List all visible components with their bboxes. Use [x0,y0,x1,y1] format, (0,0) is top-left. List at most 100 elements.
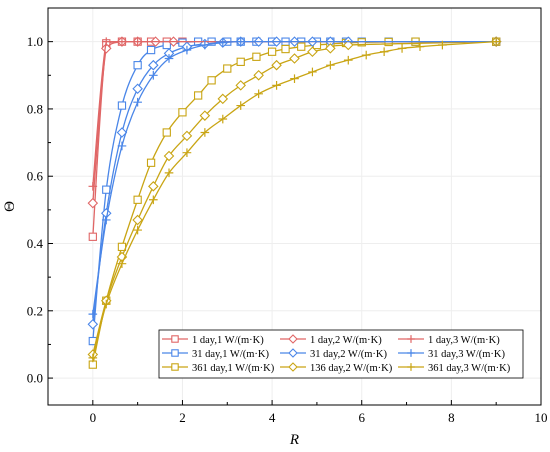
data-point-square [193,91,203,100]
data-point-plus [397,44,407,53]
data-point-plus [88,353,98,363]
data-point-square [171,363,179,371]
y-tick-label: 0.0 [27,371,43,386]
data-point-plus [379,47,389,57]
data-point-diamond [148,181,159,192]
series-line [92,40,497,359]
data-point-square [133,61,142,70]
data-point-square [171,349,179,357]
x-axis-title: R [289,432,299,448]
data-point-plus [272,81,281,90]
data-point-diamond [307,46,318,58]
data-point-plus [133,97,142,107]
data-point-plus [164,54,174,63]
data-point-plus [254,89,263,99]
data-point-square [297,42,306,51]
y-tick-label: 0.2 [27,303,43,318]
legend-label: 31 day,3 W/(m·K) [428,349,505,360]
data-point-diamond [271,59,282,71]
data-point-square [133,195,142,204]
data-point-diamond [87,318,99,330]
legend-item: 136 day,2 W/(m·K) [280,362,393,374]
data-point-plus [218,114,228,124]
y-tick-label: 0.6 [27,169,44,184]
data-point-diamond [132,214,143,226]
data-point-square [117,101,127,110]
data-point-plus [438,40,447,50]
legend-label: 31 day,1 W/(m·K) [192,349,269,360]
data-point-plus [343,55,353,65]
legend: 1 day,1 W/(m·K) 31 day,1 W/(m·K) 361 day,1… [158,329,524,379]
data-point-plus [407,335,415,343]
data-point-plus [101,37,111,46]
data-point-diamond [288,334,298,344]
data-point-plus [218,38,228,47]
data-point-plus [200,128,210,137]
data-point-plus [308,67,317,77]
data-point-plus [149,70,158,80]
data-point-plus [491,37,501,46]
plot-frame [47,7,542,406]
data-point-diamond [163,150,175,162]
data-point-plus [200,40,210,50]
legend-item: 31 day,2 W/(m·K) [280,348,387,360]
data-point-diamond [87,197,99,209]
x-tick-label: 0 [90,410,97,425]
data-point-diamond [289,53,300,64]
data-point-plus [117,259,127,269]
data-point-square [357,38,366,47]
data-point-square [146,158,156,167]
legend-item: 31 day,1 W/(m·K) [162,349,269,360]
data-point-diamond [343,39,354,51]
data-point-diamond [217,93,229,105]
y-tick-label: 1.0 [27,34,43,49]
data-point-plus [164,168,174,178]
data-point-plus [415,42,425,52]
data-point-diamond [116,127,128,138]
data-point-square [178,108,187,117]
legend-label: 31 day,2 W/(m·K) [310,349,387,360]
legend-label: 1 day,2 W/(m·K) [310,335,382,346]
data-point-diamond [325,43,336,54]
data-point-plus [290,74,299,83]
data-point-square [207,76,216,85]
data-point-diamond [181,130,193,142]
x-tick-label: 6 [358,410,365,425]
axis-layer: 0 2 4 6 8 10 0.0 0.2 0.4 0.6 0.8 1.0 [27,34,548,425]
data-point-square [171,335,179,343]
data-point-plus [88,309,98,319]
x-tick-label: 8 [448,410,455,425]
legend-item: 361 day,1 W/(m·K) [162,363,275,374]
y-axis-title: Θ [2,201,18,212]
data-point-plus [101,215,111,225]
data-point-diamond [288,348,298,358]
data-point-diamond [199,110,211,121]
data-point-diamond [132,83,143,95]
x-tick-label: 10 [535,410,548,425]
data-point-plus [326,60,335,70]
data-point-square [281,44,290,54]
data-point-diamond [288,362,298,372]
series-8 [88,37,501,363]
x-tick-label: 2 [179,410,186,425]
data-point-plus [133,37,142,46]
data-point-plus [182,148,192,157]
data-point-diamond [235,80,246,91]
data-point-square [102,185,111,194]
legend-item: 1 day,1 W/(m·K) [162,335,264,346]
data-point-square [252,52,261,61]
legend-label: 136 day,2 W/(m·K) [310,363,393,374]
y-tick-label: 0.4 [27,236,44,251]
data-point-plus [236,37,246,46]
data-point-plus [149,195,158,205]
y-tick-label: 0.8 [27,101,43,116]
series-line [92,40,497,365]
data-point-plus [182,45,192,55]
data-point-diamond [148,59,159,71]
data-point-plus [117,141,127,151]
data-point-diamond [253,70,264,81]
series-line [92,40,497,237]
data-point-plus [133,225,142,235]
